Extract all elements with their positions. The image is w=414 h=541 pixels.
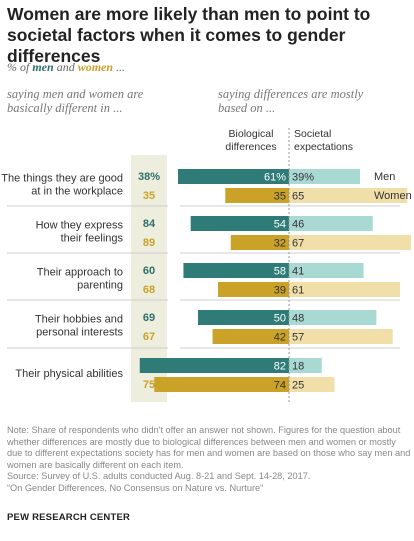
category-label: The things they are good (1, 173, 123, 185)
soc-bar-women (289, 282, 401, 297)
col-soc-header-line2: expectations (294, 141, 353, 153)
bio-value-label-men: 58 (274, 266, 286, 278)
subtitle-and: and (53, 60, 78, 74)
category-label: Their approach to (37, 267, 123, 279)
different-value-men: 60 (143, 265, 155, 277)
bio-bar-men (183, 263, 289, 278)
category-label: personal interests (36, 327, 123, 339)
soc-bar-women (289, 188, 408, 203)
subtitle-women: women (77, 60, 114, 74)
soc-bar-men (289, 216, 373, 231)
bio-value-label-men: 50 (274, 313, 286, 325)
bio-value-label-women: 42 (274, 332, 286, 344)
soc-value-label-women: 67 (292, 238, 304, 250)
soc-value-label-women: 65 (292, 191, 304, 203)
category-label: parenting (77, 280, 123, 292)
soc-value-label-men: 48 (292, 313, 304, 325)
bio-bar-women (218, 282, 289, 297)
bio-bar-women (154, 377, 289, 392)
soc-bar-men (289, 169, 360, 184)
category-label: at in the workplace (31, 186, 123, 198)
bio-value-label-men: 54 (274, 219, 286, 231)
subtitle-men: men (32, 60, 54, 74)
different-value-women: 35 (143, 190, 155, 202)
bio-bar-women (225, 188, 289, 203)
soc-value-label-men: 41 (292, 266, 304, 278)
different-value-women: 68 (143, 284, 155, 296)
chart-subtitle: % of men and women ... (7, 60, 125, 75)
bio-bar-men (190, 216, 289, 231)
soc-value-label-women: 61 (292, 285, 304, 297)
bio-value-label-women: 74 (274, 380, 286, 392)
different-value-men: 84 (143, 218, 156, 230)
right-column-header: saying differences are mostly based on .… (218, 87, 364, 115)
soc-bar-men (289, 263, 364, 278)
chart-title: Women are more likely than men to point … (7, 4, 371, 66)
bio-bar-men (177, 169, 289, 184)
different-value-women: 89 (143, 237, 155, 249)
different-value-women: 67 (143, 331, 155, 343)
soc-value-label-women: 57 (292, 332, 304, 344)
col-soc-header-line1: Societal (294, 128, 331, 140)
bio-value-label-men: 61% (264, 172, 286, 184)
brand-logo-text: PEW RESEARCH CENTER (7, 512, 131, 523)
note-text: Note: Share of respondents who didn't of… (7, 425, 411, 470)
subtitle-prefix: % of (7, 60, 33, 74)
category-label: How they express (36, 220, 124, 232)
soc-bar-men (289, 310, 377, 325)
soc-bar-women (289, 235, 411, 250)
bio-value-label-women: 32 (274, 238, 286, 250)
legend-men: Men (374, 171, 395, 183)
soc-bar-women (289, 329, 393, 344)
bio-value-label-men: 82 (274, 361, 286, 373)
source-text: Source: Survey of U.S. adults conducted … (7, 471, 311, 482)
left-column-header: saying men and women are basically diffe… (7, 87, 144, 115)
bio-value-label-women: 39 (274, 285, 286, 297)
col-bio-header-line1: Biological (229, 128, 274, 140)
legend-women: Women (374, 190, 412, 202)
different-value-men: 38% (138, 171, 160, 183)
soc-value-label-men: 46 (292, 219, 304, 231)
category-label: their feelings (61, 233, 124, 245)
category-label: Their physical abilities (15, 368, 123, 380)
different-value-men: 69 (143, 312, 155, 324)
soc-bar-women (289, 377, 335, 392)
bio-bar-men (198, 310, 289, 325)
report-title: “On Gender Differences, No Consensus on … (7, 482, 264, 493)
bio-bar-women (230, 235, 289, 250)
soc-value-label-men: 39% (292, 172, 314, 184)
different-value-women: 75 (143, 379, 155, 391)
category-label: Their hobbies and (35, 314, 123, 326)
bio-bar-men (139, 358, 289, 373)
bio-bar-women (212, 329, 289, 344)
soc-value-label-men: 18 (292, 361, 304, 373)
soc-bar-men (289, 358, 322, 373)
col-bio-header-line2: differences (225, 141, 276, 153)
bio-value-label-women: 35 (274, 191, 286, 203)
soc-value-label-women: 25 (292, 380, 304, 392)
chart-note: Note: Share of respondents who didn't of… (7, 425, 411, 495)
subtitle-suffix: ... (113, 60, 126, 74)
